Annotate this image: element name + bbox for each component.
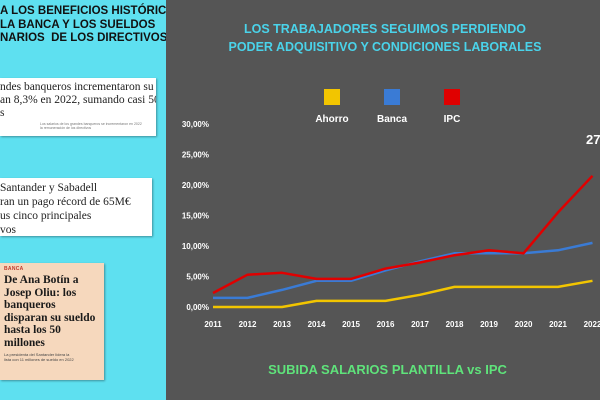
news-clip-3-subtext: La presidenta del Santander lidera la li… [4, 352, 74, 362]
y-tick-label: 30,00% [182, 120, 209, 129]
data-annotation: 27 [586, 132, 600, 147]
x-tick-label: 2013 [273, 320, 291, 329]
x-tick-label: 2018 [446, 320, 464, 329]
y-tick-label: 5,00% [186, 273, 209, 282]
panel-title: A LOS BENEFICIOS HISTÓRICOS LA BANCA Y L… [0, 5, 166, 44]
x-tick-label: 2019 [480, 320, 498, 329]
legend-swatch [444, 89, 460, 105]
series-line-ipc [212, 174, 594, 295]
news-clip-3-tag: BANCA [4, 266, 24, 272]
y-tick-label: 15,00% [182, 212, 209, 221]
x-tick-label: 2016 [377, 320, 395, 329]
legend-swatch [384, 89, 400, 105]
chart-subtitle: SUBIDA SALARIOS PLANTILLA vs IPC [268, 362, 507, 377]
y-tick-label: 25,00% [182, 151, 209, 160]
series-line-banca [213, 241, 593, 300]
x-tick-label: 2020 [515, 320, 533, 329]
x-tick-label: 2012 [239, 320, 257, 329]
news-clip-2: Santander y Sabadell ran un pago récord … [0, 178, 152, 236]
news-clip-1-subtext: Los salarios de los grandes banqueros se… [40, 122, 142, 130]
y-tick-label: 10,00% [182, 242, 209, 251]
news-clip-3: BANCA De Ana Botín a Josep Oliu: los ban… [0, 263, 104, 380]
x-tick-label: 2021 [549, 320, 567, 329]
x-tick-label: 2014 [308, 320, 326, 329]
legend-label: IPC [444, 114, 461, 125]
legend-label: Banca [377, 114, 407, 125]
x-tick-label: 2011 [204, 320, 222, 329]
news-clip-2-headline: Santander y Sabadell ran un pago récord … [0, 182, 131, 236]
x-tick-label: 2015 [342, 320, 360, 329]
x-tick-label: 2017 [411, 320, 429, 329]
news-clip-3-headline: De Ana Botín a Josep Oliu: los banqueros… [4, 274, 96, 349]
y-tick-label: 0,00% [186, 303, 209, 312]
x-tick-label: 2022 [584, 320, 600, 329]
legend-label: Ahorro [315, 114, 348, 125]
y-tick-label: 20,00% [182, 181, 209, 190]
left-panel: A LOS BENEFICIOS HISTÓRICOS LA BANCA Y L… [0, 0, 166, 400]
chart-title: LOS TRABAJADORES SEGUIMOS PERDIENDO PODE… [228, 22, 542, 54]
line-chart: 0,00% 5,00% 10,00% 15,00% 20,00% 25,00% 30,00%… [182, 89, 600, 329]
series-line-ahorro [213, 279, 593, 309]
news-clip-1: ndes banqueros incrementaron su an 8,3% … [0, 78, 156, 136]
legend-swatch [324, 89, 340, 105]
news-clip-1-headline: ndes banqueros incrementaron su an 8,3% … [0, 81, 156, 119]
